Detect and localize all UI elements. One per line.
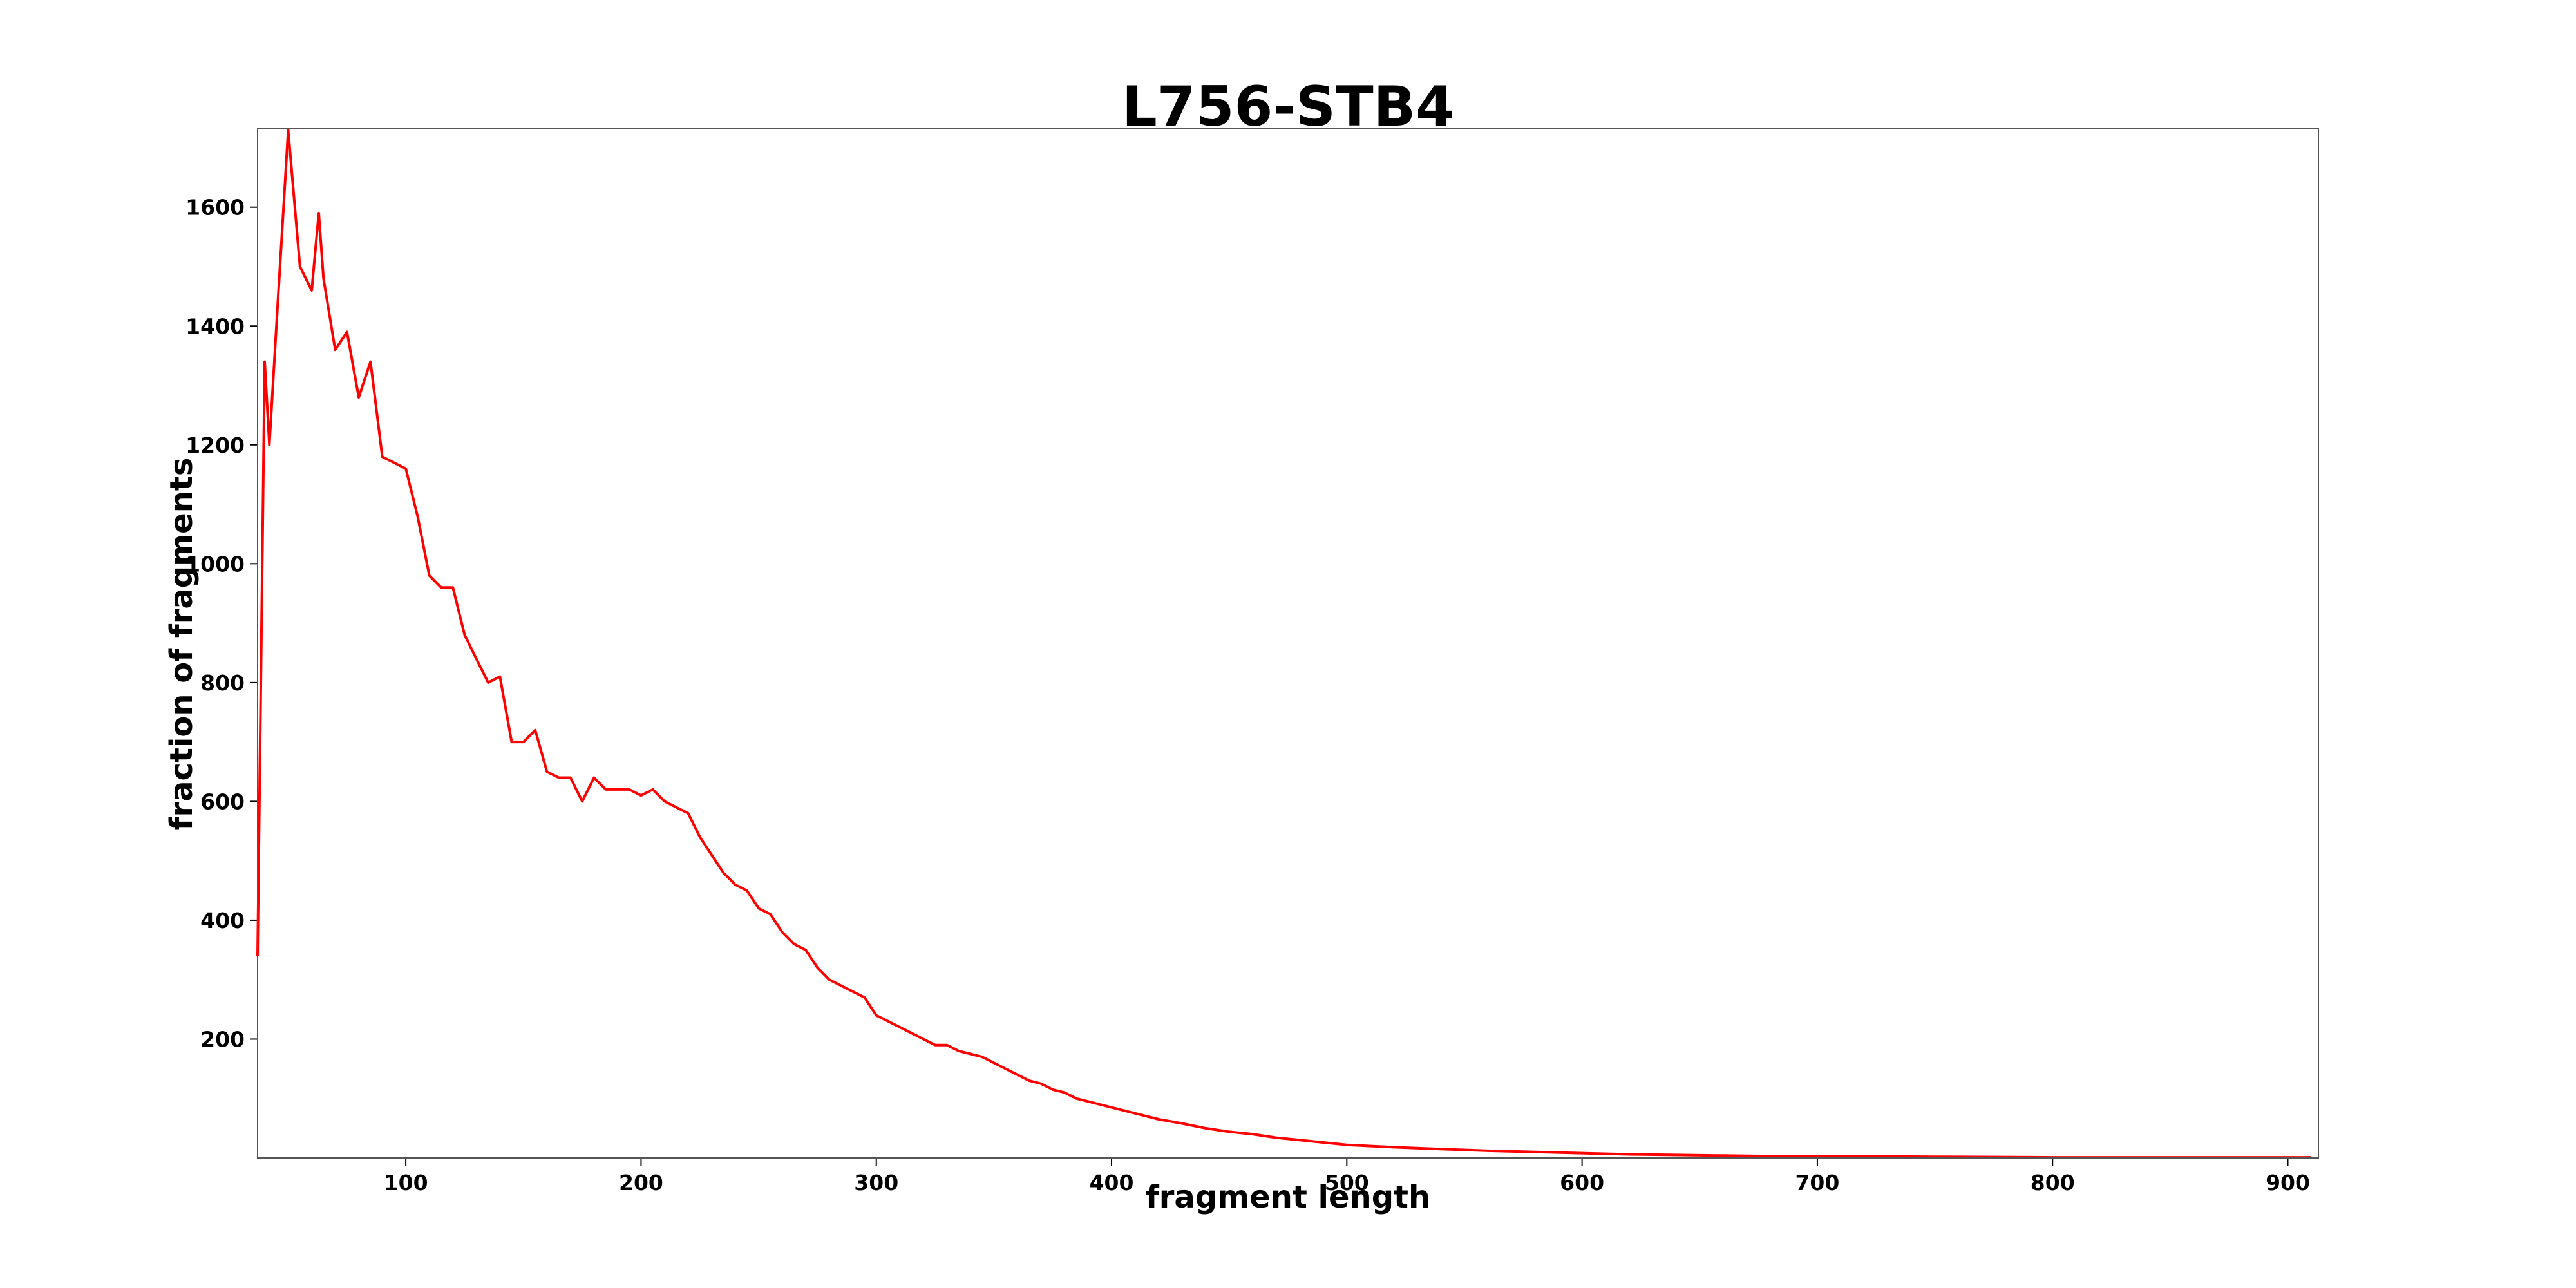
x-tick-label: 900 [2266, 1170, 2310, 1195]
plot-frame [257, 128, 2319, 1159]
y-tick-label: 1600 [185, 195, 245, 220]
x-axis-label: fragment length [1146, 1179, 1430, 1215]
x-tick-label: 800 [2031, 1170, 2075, 1195]
x-tick-label: 200 [619, 1170, 663, 1195]
y-tick-label: 600 [200, 789, 245, 814]
chart-title: L756-STB4 [1122, 75, 1454, 139]
x-tick-label: 600 [1560, 1170, 1604, 1195]
y-tick-label: 200 [200, 1027, 245, 1052]
y-tick-label: 1400 [185, 314, 245, 339]
y-tick-label: 1000 [185, 551, 245, 576]
y-tick-label: 800 [200, 670, 245, 696]
y-tick-label: 1200 [185, 433, 245, 458]
x-tick-label: 100 [384, 1170, 428, 1195]
y-axis-label: fraction of fragments [164, 458, 200, 831]
y-tick-label: 400 [200, 908, 245, 933]
x-tick-label: 700 [1795, 1170, 1839, 1195]
x-tick-label: 500 [1325, 1170, 1369, 1195]
x-tick-label: 400 [1090, 1170, 1134, 1195]
x-tick-label: 300 [854, 1170, 898, 1195]
data-line [256, 128, 2311, 1159]
